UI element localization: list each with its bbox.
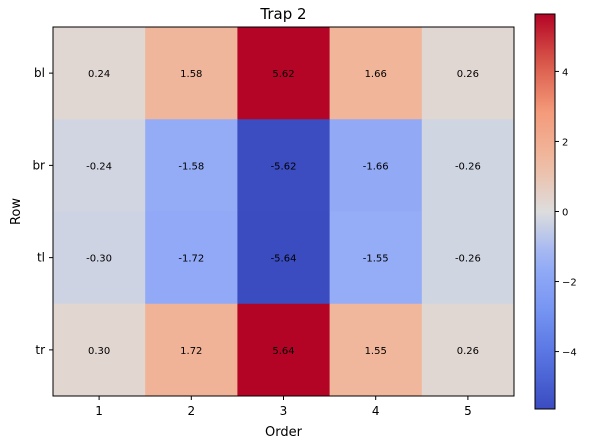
cell-value-label: -5.64 (271, 254, 297, 265)
x-axis: 1 2 3 4 5 (95, 396, 472, 418)
cell-value-label: -0.26 (455, 161, 481, 172)
colorbar-tick-label: −2 (562, 278, 577, 289)
heatmap-cell (329, 119, 423, 212)
heatmap-cell (329, 211, 423, 305)
cell-value-label: -5.62 (271, 161, 297, 172)
x-tick-label: 4 (372, 404, 380, 418)
y-tick-label: tr (35, 343, 45, 357)
colorbar: −4 −2 0 2 4 (534, 13, 577, 410)
colorbar-tick-label: 2 (562, 137, 568, 148)
cell-value-label: 1.55 (365, 346, 387, 357)
cell-value-label: 0.26 (457, 346, 479, 357)
heatmap-cells: 0.24 1.58 5.62 1.66 0.26 -0.24 -1.58 -5.62 -1.66… (53, 27, 515, 397)
heatmap-cell (421, 119, 515, 212)
heatmap-cell (53, 27, 146, 120)
heatmap-cell (237, 303, 331, 397)
cell-value-label: -1.66 (363, 161, 389, 172)
heatmap-cell (53, 211, 146, 305)
heatmap-cell (145, 211, 238, 305)
plot-frame (52, 26, 515, 397)
y-tick-label: br (32, 158, 45, 172)
cell-value-label: 0.24 (88, 69, 110, 80)
heatmap-cell (53, 119, 146, 212)
cell-value-label: 1.58 (180, 69, 202, 80)
cell-value-label: 5.64 (272, 346, 294, 357)
heatmap-cell (145, 119, 238, 212)
cell-value-label: 1.72 (180, 346, 202, 357)
heatmap-cell (421, 211, 515, 305)
colorbar-tick-label: −4 (562, 348, 577, 359)
heatmap-cell (237, 211, 331, 305)
heatmap-cell (421, 303, 515, 397)
colorbar-tick-label: 0 (562, 208, 568, 219)
heatmap-cell (53, 303, 146, 397)
y-tick-label: tl (37, 251, 45, 265)
heatmap-cell (237, 119, 331, 212)
cell-value-label: -0.24 (86, 161, 112, 172)
x-tick-label: 3 (280, 404, 288, 418)
cell-value-label: -1.72 (178, 254, 204, 265)
cell-value-label: 0.26 (457, 69, 479, 80)
heatmap-cell (329, 27, 423, 120)
x-tick-label: 5 (464, 404, 472, 418)
y-tick-label: bl (34, 66, 45, 80)
y-axis: bl br tl tr (32, 66, 53, 357)
cell-value-label: -0.26 (455, 254, 481, 265)
x-axis-label: Order (265, 425, 303, 439)
cell-value-label: -1.58 (178, 161, 204, 172)
colorbar-tick-label: 4 (562, 67, 568, 78)
cell-value-label: 0.30 (88, 346, 110, 357)
heatmap-cell (329, 303, 423, 397)
heatmap-cell (237, 27, 331, 120)
chart-title: Trap 2 (259, 5, 306, 23)
cell-value-label: -1.55 (363, 254, 389, 265)
colorbar-gradient (534, 13, 556, 410)
heatmap-cell (421, 27, 515, 120)
cell-value-label: -0.30 (86, 254, 112, 265)
heatmap-cell (145, 27, 238, 120)
y-axis-label: Row (9, 198, 24, 225)
x-tick-label: 2 (187, 404, 195, 418)
cell-value-label: 5.62 (272, 69, 294, 80)
heatmap-cell (145, 303, 238, 397)
cell-value-label: 1.66 (365, 69, 387, 80)
x-tick-label: 1 (95, 404, 103, 418)
